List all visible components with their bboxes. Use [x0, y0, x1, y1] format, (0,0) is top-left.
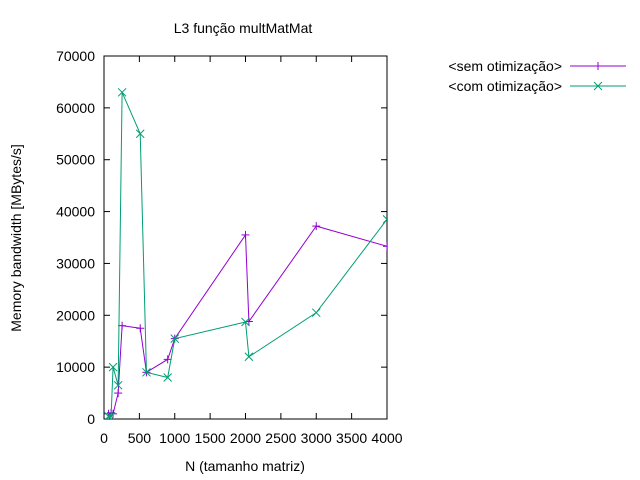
series-2-point — [163, 373, 173, 382]
series-2-line — [108, 92, 387, 417]
series-2-point — [117, 87, 127, 97]
x-tick-label: 1500 — [195, 430, 226, 446]
series-2-point — [382, 218, 387, 224]
x-axis-label: N (tamanho matriz) — [185, 458, 305, 474]
series-2-point — [142, 367, 151, 377]
x-tick-label: 3000 — [301, 430, 332, 446]
series-2 — [104, 87, 387, 419]
series-2-point — [105, 412, 113, 419]
y-tick-label: 50000 — [56, 152, 95, 168]
x-tick-label: 1000 — [159, 430, 190, 446]
x-tick-label: 0 — [100, 430, 108, 446]
x-tick-label: 4000 — [371, 430, 402, 446]
y-tick-label: 20000 — [56, 307, 95, 323]
series-2-point — [311, 308, 321, 318]
series-2-point — [170, 334, 180, 343]
legend-label-1: <sem otimização> — [448, 58, 562, 74]
x-tick-label: 2500 — [265, 430, 296, 446]
y-axis-label: Memory bandwidth [MBytes/s] — [8, 144, 24, 332]
series-layer — [104, 87, 387, 419]
x-tick-label: 3500 — [336, 430, 367, 446]
legend-label-2: <com otimização> — [448, 78, 562, 94]
y-tick-label: 60000 — [56, 100, 95, 116]
x-tick-label: 2000 — [230, 430, 261, 446]
series-2-point — [244, 352, 254, 362]
axes: 0 500 1000 1500 2000 2500 3000 3500 400001000020… — [56, 48, 403, 446]
y-tick-label: 30000 — [56, 255, 95, 271]
series-2-point — [113, 380, 123, 390]
y-tick-label: 10000 — [56, 359, 95, 375]
series-2-point — [241, 317, 250, 327]
y-tick-label: 40000 — [56, 204, 95, 220]
y-tick-label: 0 — [87, 411, 95, 427]
series-2-point — [108, 362, 118, 372]
legend: <sem otimização> <com otimização> — [448, 58, 626, 94]
series-2-point — [107, 412, 116, 419]
y-tick-label: 70000 — [56, 48, 95, 64]
series-2-point — [135, 129, 145, 139]
legend-marker-2 — [593, 81, 603, 91]
x-tick-label: 500 — [128, 430, 152, 446]
series-2-point — [382, 214, 387, 221]
chart-title: L3 função multMatMat — [174, 20, 313, 36]
